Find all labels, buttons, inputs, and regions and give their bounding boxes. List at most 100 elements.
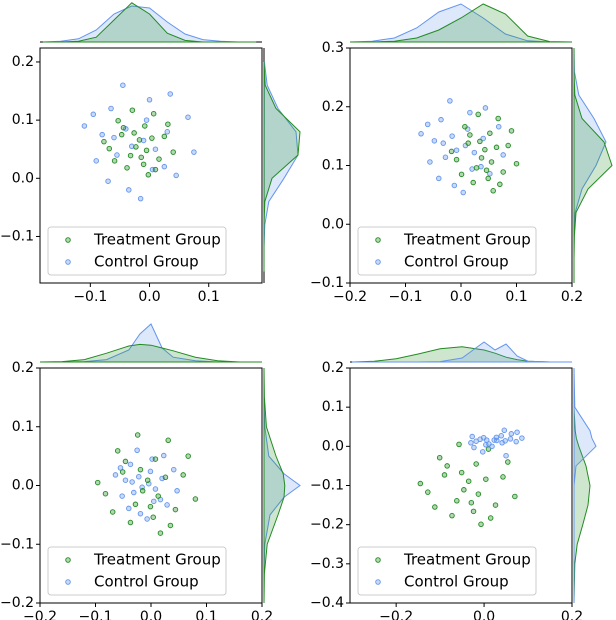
legend: Treatment Group Control Group — [357, 226, 537, 276]
point — [149, 135, 155, 141]
point — [456, 441, 462, 448]
point — [106, 145, 113, 152]
point — [109, 509, 116, 515]
point — [129, 479, 135, 485]
point — [136, 473, 142, 480]
point — [468, 499, 475, 506]
points — [418, 98, 520, 196]
x-tick-label: 0.0 — [138, 289, 160, 305]
legend: Treatment Group Control Group — [357, 546, 537, 596]
point — [483, 476, 489, 482]
point — [505, 142, 511, 149]
point — [143, 147, 150, 154]
point — [467, 109, 473, 116]
point — [453, 147, 460, 153]
panel: −0.2 0.0 0.2 −0.4 −0.3 −0.2 −0.1 0.0 0.1 0.2 Treat… — [310, 341, 597, 620]
point — [93, 158, 99, 164]
x-tick-label: 0.1 — [195, 609, 217, 620]
y-tick-label: 0.2 — [12, 54, 34, 70]
point — [150, 110, 157, 117]
point — [425, 489, 431, 495]
point — [151, 498, 157, 505]
point — [501, 427, 508, 434]
point — [108, 105, 114, 112]
point — [120, 124, 127, 131]
point — [127, 152, 134, 159]
points — [81, 82, 197, 202]
point — [120, 82, 126, 88]
point — [165, 437, 171, 444]
point — [137, 466, 144, 473]
point — [137, 510, 144, 517]
point — [152, 166, 159, 173]
point — [131, 489, 137, 496]
point — [152, 146, 159, 152]
point — [465, 140, 471, 146]
point — [417, 480, 424, 487]
point — [173, 172, 179, 179]
point — [473, 165, 480, 171]
point — [462, 123, 468, 130]
point — [126, 187, 132, 193]
point — [487, 130, 493, 136]
point — [146, 97, 153, 103]
y-tick-label: 0.2 — [322, 360, 344, 376]
point — [497, 181, 503, 188]
point — [171, 466, 177, 473]
point — [185, 114, 191, 120]
point — [513, 438, 519, 445]
y-tick-label: 0.3 — [322, 40, 344, 56]
point — [172, 506, 179, 513]
point — [453, 156, 460, 163]
point — [167, 91, 173, 97]
point — [440, 140, 446, 146]
point — [119, 493, 125, 499]
point — [161, 133, 168, 140]
point — [144, 477, 151, 483]
y-tick-label: 0.1 — [12, 112, 34, 128]
plot-frame — [39, 47, 263, 284]
point — [470, 179, 476, 186]
point — [101, 138, 107, 145]
legend-box — [357, 546, 537, 596]
point — [127, 461, 134, 468]
point — [490, 188, 496, 194]
y-tick-label: −0.1 — [310, 275, 344, 291]
point — [444, 463, 450, 469]
panel: −0.2 −0.1 0.0 0.1 0.2 −0.2 −0.1 0.0 0.1 0.2 Treatm… — [0, 323, 301, 620]
point — [111, 134, 117, 141]
point — [99, 131, 105, 138]
point — [143, 117, 150, 123]
point — [507, 436, 514, 442]
x-tick-label: 0.0 — [140, 609, 162, 620]
point — [475, 111, 481, 118]
y-tick-label: −0.1 — [0, 536, 34, 552]
point — [134, 447, 140, 454]
legend-marker — [375, 237, 381, 243]
y-tick-label: −0.1 — [0, 228, 34, 244]
point — [461, 487, 467, 493]
x-tick-label: −0.1 — [73, 289, 107, 305]
point — [465, 478, 472, 484]
point — [431, 138, 438, 144]
point — [102, 490, 109, 497]
point — [494, 437, 500, 444]
point — [132, 501, 139, 508]
point — [81, 123, 88, 129]
point — [483, 442, 489, 448]
top-density — [352, 341, 572, 363]
y-tick-label: 0.2 — [12, 360, 34, 376]
point — [489, 443, 495, 450]
right-density — [573, 367, 597, 603]
x-tick-label: 0.2 — [561, 289, 583, 305]
point — [500, 152, 506, 158]
legend-label: Treatment Group — [403, 551, 531, 569]
x-tick-label: −0.2 — [333, 289, 367, 305]
point — [124, 165, 130, 171]
point — [448, 148, 455, 155]
legend-label: Treatment Group — [93, 231, 221, 249]
point — [129, 107, 136, 113]
legend-box — [47, 546, 227, 596]
point — [424, 121, 431, 128]
